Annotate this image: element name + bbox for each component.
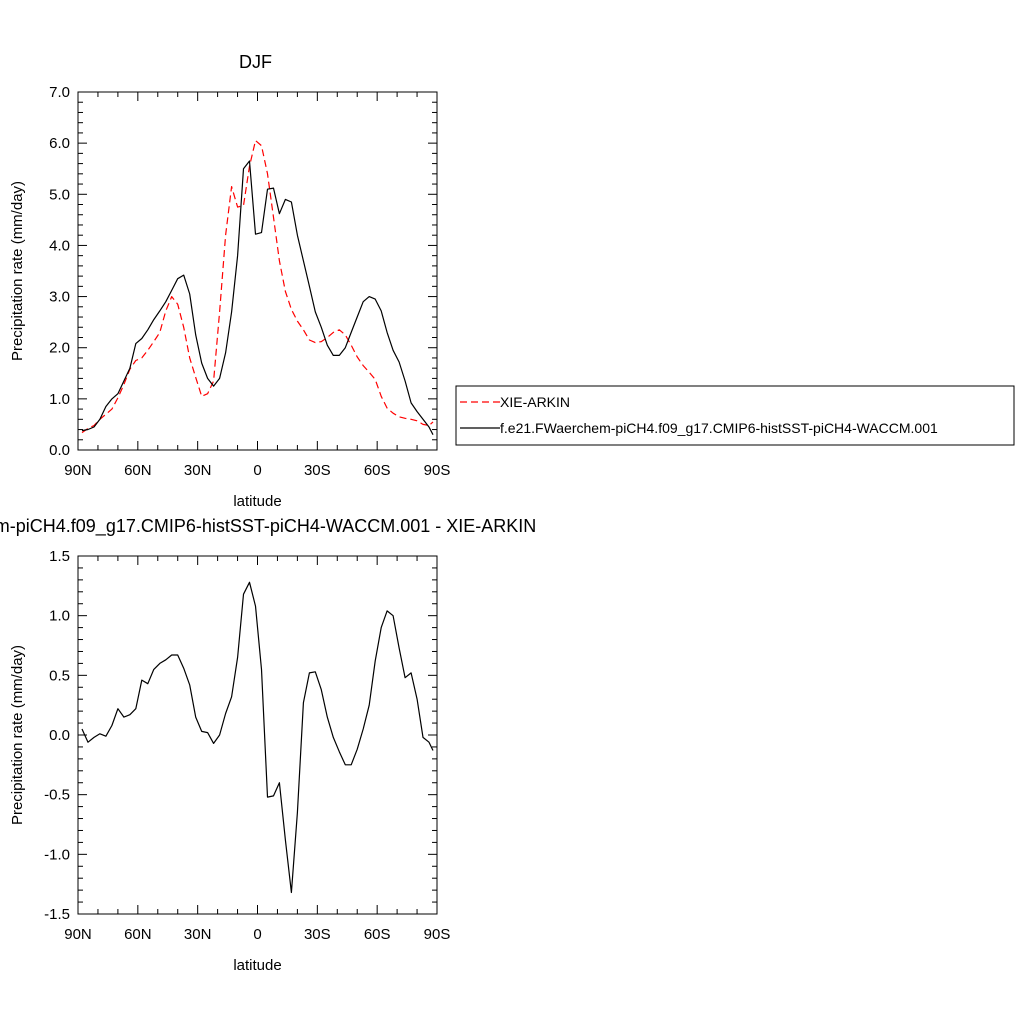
top-plot-djf-precipitation: 0.0 1.0 2.0 3.0 4.0 5.0 6.0 7.0 90N 60N 30N 0 30S 60S… [9, 52, 450, 510]
y-tick-label: -1.0 [44, 846, 70, 863]
x-tick-label: 60S [364, 926, 391, 943]
x-axis-label: latitude [233, 493, 281, 510]
x-tick-label: 30S [304, 462, 331, 479]
y-tick-label: 6.0 [49, 135, 70, 152]
x-tick-label: 90S [424, 926, 451, 943]
x-tick-label: 90N [64, 462, 92, 479]
plot-frame [77, 91, 438, 451]
x-axis-label: latitude [233, 957, 281, 974]
chart-title: DJF [239, 52, 272, 72]
y-tick-label: 1.0 [49, 391, 70, 408]
legend: XIE-ARKIN f.e21.FWaerchem-piCH4.f09_g17.C… [455, 385, 1015, 446]
y-tick-label: 1.0 [49, 608, 70, 625]
chart-title: hem-piCH4.f09_g17.CMIP6-histSST-piCH4-WA… [0, 516, 536, 537]
y-tick-label: 2.0 [49, 340, 70, 357]
y-tick-label: 7.0 [49, 84, 70, 101]
legend-box [455, 385, 1015, 446]
x-tick-label: 0 [253, 926, 261, 943]
y-tick-label: -0.5 [44, 787, 70, 804]
y-axis-label: Precipitation rate (mm/day) [9, 181, 26, 361]
y-tick-label: 3.0 [49, 289, 70, 306]
x-tick-label: 90S [424, 462, 451, 479]
y-tick-label: 0.0 [49, 442, 70, 459]
x-tick-label: 30S [304, 926, 331, 943]
x-tick-label: 60N [124, 462, 152, 479]
series-line-model [81, 160, 434, 435]
bottom-plot-difference: -1.5 -1.0 -0.5 0.0 0.5 1.0 1.5 90N 60N 30N 0 30S 60S… [0, 516, 536, 974]
legend-entry-label: XIE-ARKIN [500, 394, 570, 410]
plot-frame [77, 555, 438, 915]
x-tick-label: 60S [364, 462, 391, 479]
y-axis-label: Precipitation rate (mm/day) [9, 645, 26, 825]
series-line-xie-arkin [81, 140, 434, 434]
x-tick-label: 0 [253, 462, 261, 479]
x-tick-label: 30N [184, 926, 212, 943]
y-tick-label: 0.0 [49, 727, 70, 744]
y-tick-label: 0.5 [49, 667, 70, 684]
y-tick-label: 1.5 [49, 548, 70, 565]
y-tick-label: 4.0 [49, 237, 70, 254]
series-line-difference [81, 581, 434, 894]
x-tick-label: 60N [124, 926, 152, 943]
y-tick-label: -1.5 [44, 906, 70, 923]
y-tick-label: 5.0 [49, 186, 70, 203]
legend-entry-label: f.e21.FWaerchem-piCH4.f09_g17.CMIP6-hist… [500, 420, 938, 436]
x-tick-label: 30N [184, 462, 212, 479]
x-tick-label: 90N [64, 926, 92, 943]
